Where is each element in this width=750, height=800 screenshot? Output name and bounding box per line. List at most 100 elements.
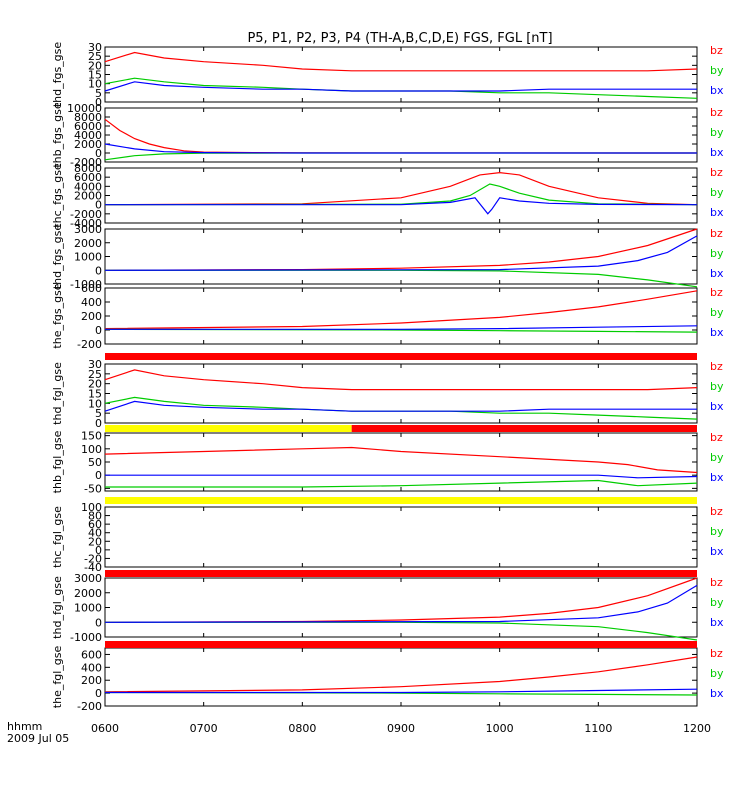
y-tick-label: 8000 xyxy=(74,111,102,124)
series-by xyxy=(105,479,698,488)
legend-bx: bx xyxy=(710,146,724,159)
panel-frame xyxy=(104,647,698,707)
y-tick-label: 1000 xyxy=(74,251,102,264)
series-bz xyxy=(104,51,698,72)
legend-by: by xyxy=(710,451,724,464)
legend-bx: bx xyxy=(710,84,724,97)
y-tick-label: -40 xyxy=(84,561,102,574)
series-bx xyxy=(104,584,698,623)
series-bx xyxy=(104,400,697,412)
x-axis-label: hhmm xyxy=(7,720,42,733)
y-tick-label: 0 xyxy=(95,616,102,629)
legend-bz: bz xyxy=(710,286,723,299)
y-tick-label: 10000 xyxy=(67,102,102,115)
y-tick-label: 80 xyxy=(88,510,102,523)
y-tick-label: 0 xyxy=(95,469,102,482)
y-tick-label: 30 xyxy=(88,358,102,371)
y-tick-label: 4000 xyxy=(74,180,102,193)
series-bx xyxy=(105,197,698,215)
series-bz xyxy=(104,656,698,693)
y-tick-label: 30 xyxy=(88,41,102,54)
legend-by: by xyxy=(710,126,724,139)
y-tick-label: 10 xyxy=(88,397,102,410)
series-bz xyxy=(104,171,698,206)
y-tick-label: 5 xyxy=(95,407,102,420)
y-tick-label: 200 xyxy=(81,674,102,687)
y-tick-label: 8000 xyxy=(74,162,102,175)
y-tick-label: 600 xyxy=(81,282,102,295)
y-tick-label: 60 xyxy=(88,518,102,531)
y-tick-label: 0 xyxy=(95,264,102,277)
legend-by: by xyxy=(710,64,724,77)
legend-by: by xyxy=(710,596,724,609)
chart-title: P5, P1, P2, P3, P4 (TH-A,B,C,D,E) FGS, F… xyxy=(247,31,552,46)
legend-bx: bx xyxy=(710,616,724,629)
y-axis-label: thc_fgs_gse xyxy=(51,163,64,228)
mode-bar-segment xyxy=(351,425,697,432)
y-tick-label: 40 xyxy=(88,527,102,540)
y-tick-label: 4000 xyxy=(74,129,102,142)
legend-bz: bz xyxy=(710,431,723,444)
mode-bar xyxy=(105,570,697,577)
series-bx xyxy=(105,325,698,330)
y-tick-label: 25 xyxy=(88,50,102,63)
y-tick-label: -200 xyxy=(77,700,102,713)
series-bx xyxy=(105,688,698,694)
series-bx xyxy=(105,474,698,479)
legend-bz: bz xyxy=(710,360,723,373)
y-axis-label: thd_fgl_gse xyxy=(51,362,64,425)
legend-bz: bz xyxy=(710,505,723,518)
legend-by: by xyxy=(710,186,724,199)
x-tick-label: 0900 xyxy=(387,722,415,735)
legend-bx: bx xyxy=(710,326,724,339)
series-bx xyxy=(104,235,698,271)
y-tick-label: -1000 xyxy=(70,631,102,644)
y-tick-label: 150 xyxy=(81,430,102,443)
y-tick-label: 20 xyxy=(88,378,102,391)
series-bz xyxy=(104,228,698,271)
y-tick-label: 50 xyxy=(88,456,102,469)
series-bz xyxy=(104,446,698,474)
panel-frame xyxy=(104,287,698,345)
panel-9: 3000 2000 10000 -1000 thd_fgl_gse bz by bx xyxy=(51,572,724,644)
y-tick-label: -2000 xyxy=(70,156,102,169)
y-tick-label: 100 xyxy=(81,501,102,514)
y-axis-label: the_fgl_gse xyxy=(51,646,64,709)
y-axis-label: thd_fgs_gse xyxy=(51,42,64,108)
mode-bar xyxy=(105,497,697,504)
mode-bar xyxy=(105,353,697,360)
y-axis-label: thc_fgl_gse xyxy=(51,506,64,568)
y-tick-label: 20 xyxy=(88,59,102,72)
y-tick-label: 200 xyxy=(81,310,102,323)
y-tick-label: 2000 xyxy=(74,138,102,151)
y-tick-label: -200 xyxy=(77,338,102,351)
mode-bars xyxy=(105,353,697,648)
series-bz xyxy=(104,118,698,154)
legend-bz: bz xyxy=(710,166,723,179)
y-axis-label: thd_fgs_gse xyxy=(51,224,64,290)
panel-frame xyxy=(104,46,698,103)
panel-frame xyxy=(104,363,698,424)
y-tick-label: 0 xyxy=(95,324,102,337)
legend-bx: bx xyxy=(710,471,724,484)
legend-bx: bx xyxy=(710,687,724,700)
y-tick-label: 600 xyxy=(81,648,102,661)
y-tick-label: 10 xyxy=(88,78,102,91)
y-tick-label: -20 xyxy=(84,552,102,565)
y-tick-label: 0 xyxy=(95,687,102,700)
mode-bar xyxy=(105,641,697,648)
y-tick-label: 2000 xyxy=(74,587,102,600)
y-tick-label: 20 xyxy=(88,535,102,548)
y-tick-label: -4000 xyxy=(70,217,102,230)
legend-by: by xyxy=(710,380,724,393)
series-by xyxy=(104,77,698,99)
legend-by: by xyxy=(710,525,724,538)
y-tick-label: 400 xyxy=(81,296,102,309)
date-label: 2009 Jul 05 xyxy=(7,732,69,745)
y-axis-label: thd_fgl_gse xyxy=(51,576,64,639)
y-tick-label: -2000 xyxy=(70,208,102,221)
